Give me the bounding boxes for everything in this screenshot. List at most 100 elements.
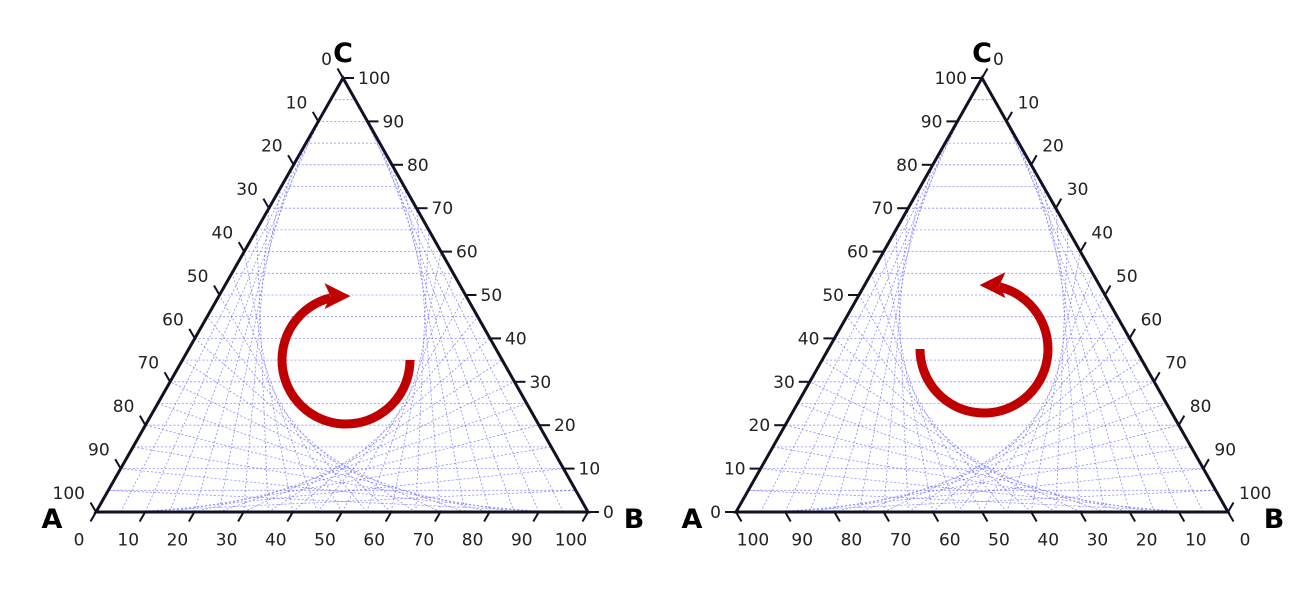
- tick-label-left-3: 30: [236, 180, 258, 200]
- tick-label-bottom-4: 40: [265, 530, 287, 550]
- tick-label-right-8: 80: [1190, 397, 1212, 417]
- tick-label-left-6: 60: [162, 310, 184, 330]
- tick-label-left-5: 50: [822, 286, 844, 306]
- grid-line: [821, 359, 1057, 513]
- tick-mark-bottom-8: [1128, 511, 1136, 523]
- tick-label-right-3: 30: [1067, 180, 1089, 200]
- tick-label-bottom-1: 90: [791, 530, 813, 550]
- tick-label-left-2: 20: [261, 137, 283, 157]
- arrow-arc: [277, 293, 415, 429]
- tick-label-bottom-10: 0: [1240, 530, 1251, 550]
- tick-mark-left-4: [237, 241, 246, 253]
- tick-mark-bottom-4: [286, 511, 294, 523]
- tick-label-right-10: 100: [358, 69, 390, 89]
- tick-label-bottom-6: 60: [363, 530, 385, 550]
- tick-mark-right-1: [1005, 111, 1013, 122]
- grid-line: [182, 359, 417, 513]
- grid-line: [760, 99, 971, 513]
- tick-label-right-7: 70: [432, 199, 454, 219]
- tick-label-left-8: 80: [896, 156, 918, 176]
- tick-mark-bottom-8: [483, 511, 491, 523]
- grid-line: [1055, 229, 1069, 513]
- grid-line: [1030, 164, 1130, 513]
- tick-mark-bottom-10: [581, 511, 589, 523]
- tick-mark-bottom-7: [434, 511, 442, 523]
- tick-label-left-7: 70: [872, 199, 894, 219]
- vertex-label-a: A: [42, 504, 63, 535]
- tick-mark-bottom-6: [1030, 511, 1038, 523]
- tick-mark-right-3: [1054, 198, 1063, 209]
- vertex-label-c: C: [333, 38, 353, 69]
- grid-line: [132, 446, 515, 513]
- vertex-labels: A B C: [682, 38, 1285, 535]
- tick-label-bottom-6: 40: [1037, 530, 1059, 550]
- grid-line: [145, 424, 490, 513]
- grid-line: [858, 294, 983, 513]
- grid-line: [1055, 208, 1081, 513]
- vertex-label-b: B: [1264, 504, 1285, 535]
- grid-line: [120, 99, 332, 513]
- tick-mark-bottom-4: [931, 511, 940, 523]
- tick-mark-left-7: [163, 371, 171, 383]
- tick-mark-right-2: [1030, 154, 1038, 166]
- vertex-label-a: A: [682, 504, 703, 535]
- ternary-diagram-left: 0 10 20 30 40 50 60 70 80 90 100010203040506070809…: [42, 38, 645, 550]
- arrow-arc: [915, 282, 1053, 418]
- axis-ticks: 0 10 20 30 40 50 60 70 80 90 100010203040506070809…: [53, 50, 614, 550]
- tick-label-bottom-2: 20: [167, 530, 189, 550]
- ternary-diagram-right: 100 90 80 70 60 50 40 30 20 10 0010203040506070809…: [682, 38, 1285, 550]
- grid-line: [1006, 121, 1180, 513]
- grid-lines: [108, 99, 576, 513]
- tick-label-right-9: 90: [1214, 441, 1236, 461]
- tick-label-right-0: 0: [993, 50, 1004, 70]
- vertex-labels: A B C: [42, 38, 645, 535]
- tick-label-right-3: 30: [530, 373, 552, 393]
- tick-label-right-0: 0: [603, 503, 614, 523]
- tick-label-left-1: 10: [286, 93, 308, 113]
- tick-mark-left-0: [336, 67, 344, 79]
- tick-label-right-4: 40: [1091, 224, 1113, 244]
- tick-label-right-5: 50: [481, 286, 503, 306]
- tick-label-left-9: 90: [921, 112, 943, 132]
- grid-line: [993, 99, 1204, 513]
- grid-line: [895, 229, 909, 513]
- tick-label-bottom-1: 10: [117, 530, 139, 550]
- grid-line: [169, 142, 307, 513]
- tick-mark-bottom-5: [335, 511, 343, 523]
- tick-label-bottom-2: 80: [841, 530, 863, 550]
- tick-mark-bottom-2: [833, 511, 841, 523]
- tick-mark-bottom-10: [1227, 511, 1235, 523]
- tick-label-bottom-5: 50: [988, 530, 1010, 550]
- grid-lines: [748, 99, 1216, 513]
- tick-label-right-1: 10: [579, 460, 601, 480]
- tick-label-left-9: 90: [88, 441, 110, 461]
- counterclockwise-arrow-icon: [915, 272, 1053, 418]
- grid-line: [785, 424, 1130, 513]
- tick-mark-left-9: [114, 458, 122, 470]
- tick-mark-left-8: [139, 415, 147, 426]
- tick-mark-left-6: [188, 328, 196, 339]
- tick-label-left-10: 100: [935, 69, 967, 89]
- tick-mark-right-8: [1177, 415, 1186, 426]
- tick-label-bottom-3: 70: [890, 530, 912, 550]
- grid-line: [379, 142, 515, 513]
- tick-label-left-4: 40: [798, 329, 820, 349]
- tick-label-right-10: 100: [1239, 484, 1271, 504]
- grid-line: [907, 359, 1143, 513]
- tick-mark-left-2: [287, 154, 295, 166]
- tick-mark-bottom-1: [138, 511, 147, 523]
- tick-label-right-8: 80: [407, 156, 429, 176]
- tick-mark-bottom-3: [882, 511, 890, 523]
- arrow-head: [324, 283, 351, 310]
- tick-label-left-5: 50: [187, 267, 209, 287]
- tick-mark-right-4: [1079, 241, 1087, 253]
- tick-label-right-6: 60: [1141, 310, 1163, 330]
- grid-line: [391, 164, 490, 513]
- tick-mark-bottom-3: [237, 511, 245, 523]
- grid-line: [416, 208, 441, 513]
- tick-label-right-9: 90: [383, 112, 405, 132]
- tick-label-right-6: 60: [456, 243, 478, 263]
- grid-line: [772, 446, 1155, 513]
- tick-mark-bottom-7: [1079, 511, 1087, 523]
